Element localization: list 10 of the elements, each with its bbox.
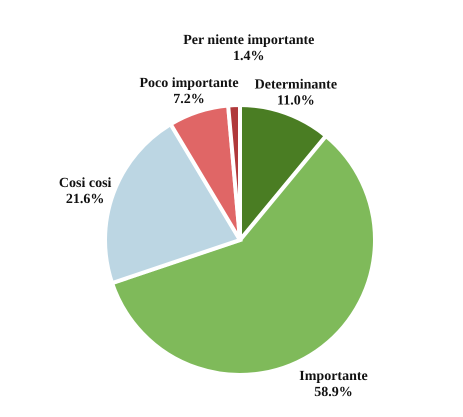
slice-label: Importante xyxy=(299,368,368,384)
data-label: 21.6% xyxy=(66,192,104,207)
data-label: 11.0% xyxy=(276,94,315,109)
data-label: 58.9% xyxy=(314,384,353,400)
slice-label: Per niente importante xyxy=(183,33,314,48)
data-label: 7.2% xyxy=(173,92,205,108)
slice-label: Determinante xyxy=(254,78,338,93)
slice-label: Cosi cosi xyxy=(58,176,112,191)
data-label: 1.4% xyxy=(233,49,265,64)
slice-label: Poco importante xyxy=(139,76,239,92)
